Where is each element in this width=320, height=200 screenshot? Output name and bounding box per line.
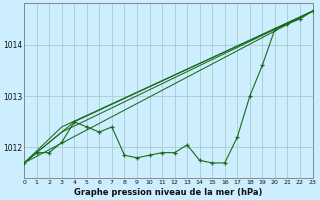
X-axis label: Graphe pression niveau de la mer (hPa): Graphe pression niveau de la mer (hPa) — [74, 188, 262, 197]
